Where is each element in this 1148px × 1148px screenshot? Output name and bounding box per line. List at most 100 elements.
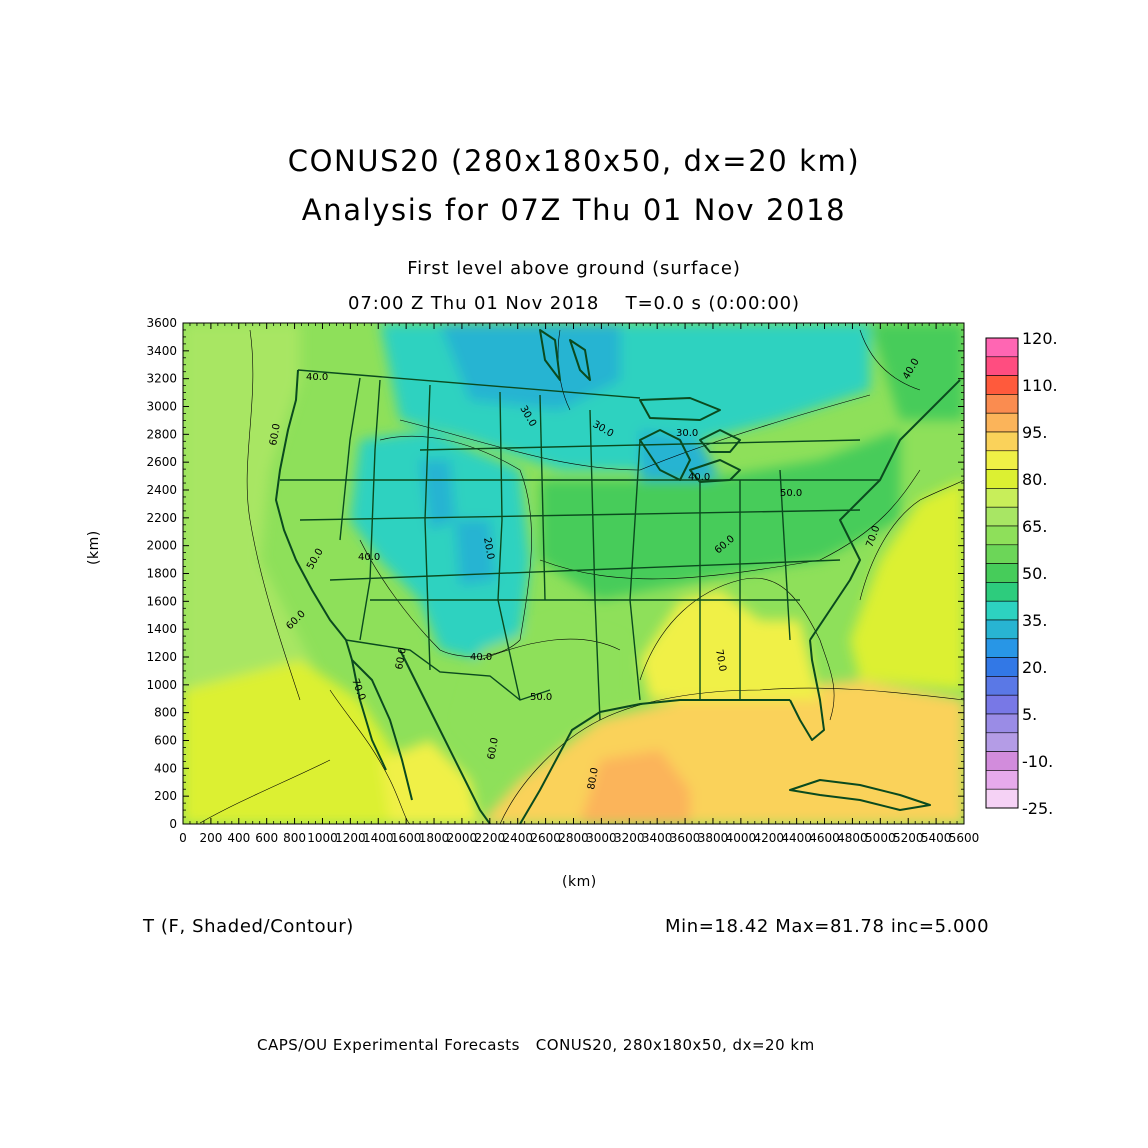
x-tick-label: 2600: [530, 831, 561, 845]
y-tick-label: 1600: [146, 594, 177, 608]
title-line-2: Analysis for 07Z Thu 01 Nov 2018: [301, 193, 847, 227]
contour-label: 80.0: [586, 767, 601, 791]
y-tick-label: 3600: [146, 316, 177, 330]
contour-label: 70.0: [713, 649, 728, 673]
x-tick-label: 4800: [837, 831, 868, 845]
y-tick-label: 1200: [146, 650, 177, 664]
x-tick-label: 3000: [586, 831, 617, 845]
colorbar-label: 65.: [1022, 517, 1047, 536]
x-tick-label: 4600: [809, 831, 840, 845]
temperature-contours: [199, 329, 964, 824]
colorbar-swatch: [985, 488, 1019, 508]
colorbar-swatch: [985, 638, 1019, 658]
colorbar-swatch: [985, 770, 1019, 790]
colorbar-swatch: [985, 412, 1019, 433]
colorbar-label: 110.: [1022, 376, 1058, 395]
colorbar-label: 50.: [1022, 564, 1047, 583]
colorbar-swatch: [985, 469, 1019, 489]
x-tick-label: 2800: [558, 831, 589, 845]
contour-label: 40.0: [688, 472, 710, 483]
y-tick-label: 2800: [146, 427, 177, 441]
contour-label: 60.0: [268, 423, 283, 447]
colorbar-swatch: [985, 732, 1019, 752]
contour-label: 60.0: [486, 737, 501, 761]
x-tick-label: 4200: [753, 831, 784, 845]
x-tick-label: 2000: [447, 831, 478, 845]
state-borders: [280, 369, 880, 721]
colorbar-swatch: [985, 600, 1019, 621]
y-tick-label: 400: [154, 761, 177, 775]
x-tick-label: 400: [227, 831, 250, 845]
y-tick-label: 800: [154, 706, 177, 720]
contour-label: 40.0: [358, 552, 380, 563]
colorbar-labels: 120. 110. 95. 80. 65. 50. 35. 20. 5. -10. -25.: [1022, 329, 1058, 818]
colorbar-label: -10.: [1022, 752, 1053, 771]
x-tick-label: 600: [255, 831, 278, 845]
x-tick-label: 5400: [921, 831, 952, 845]
contour-label: 50.0: [780, 488, 802, 499]
x-tick-label: 5200: [893, 831, 924, 845]
x-axis: 0 200 400 600 800 100012001400160018002000220…: [179, 323, 979, 845]
contour-label: 20.0: [481, 537, 496, 561]
colorbar-swatch: [985, 450, 1019, 470]
contour-label: 40.0: [470, 652, 492, 663]
y-axis-label: (km): [86, 530, 102, 565]
x-tick-label: 3600: [670, 831, 701, 845]
title-line-1: CONUS20 (280x180x50, dx=20 km): [287, 144, 861, 178]
colorbar-swatch: [985, 694, 1019, 715]
y-tick-label: 3400: [146, 344, 177, 358]
colorbar-swatch: [985, 375, 1019, 395]
colorbar-swatch: [985, 676, 1019, 696]
contour-label: 40.0: [306, 372, 328, 383]
colorbar-swatch: [985, 337, 1019, 358]
x-axis-label: (km): [562, 874, 597, 890]
temperature-shading: [183, 323, 964, 824]
y-tick-label: 2400: [146, 483, 177, 497]
y-tick-label: 600: [154, 734, 177, 748]
y-tick-label: 2600: [146, 455, 177, 469]
colorbar-label: -25.: [1022, 799, 1053, 818]
variable-label: T (F, Shaded/Contour): [143, 916, 354, 937]
x-tick-label: 2400: [502, 831, 533, 845]
x-tick-label: 3800: [698, 831, 729, 845]
colorbar-label: 35.: [1022, 611, 1047, 630]
colorbar-swatch: [985, 619, 1019, 640]
colorbar-swatch: [985, 582, 1019, 602]
y-tick-label: 2200: [146, 511, 177, 525]
x-tick-label: 1200: [335, 831, 366, 845]
colorbar-label: 120.: [1022, 329, 1058, 348]
x-tick-label: 1000: [307, 831, 338, 845]
y-tick-label: 3000: [146, 400, 177, 414]
x-tick-label: 4400: [781, 831, 812, 845]
y-tick-label: 200: [154, 789, 177, 803]
colorbar-swatch: [985, 563, 1019, 583]
x-tick-label: 200: [199, 831, 222, 845]
colorbar-swatch: [985, 751, 1019, 771]
x-tick-label: 5000: [865, 831, 896, 845]
field-stats: Min=18.42 Max=81.78 inc=5.000: [665, 916, 990, 937]
x-tick-label: 800: [283, 831, 306, 845]
colorbar-swatch: [985, 713, 1019, 734]
x-tick-label: 3400: [642, 831, 673, 845]
contour-label: 50.0: [530, 692, 552, 703]
colorbar-swatch: [985, 788, 1019, 809]
contour-label: 30.0: [676, 428, 698, 439]
y-tick-label: 1800: [146, 567, 177, 581]
contour-label: 60.0: [394, 647, 409, 671]
y-axis: 0 200 400 600 800 1000 1200 1400 1600 1800 2000 220…: [146, 316, 964, 831]
colorbar-swatch: [985, 657, 1019, 677]
colorbar-swatch: [985, 525, 1019, 546]
colorbar-swatch: [985, 356, 1019, 376]
colorbar-swatch: [985, 394, 1019, 414]
colorbar-label: 95.: [1022, 423, 1047, 442]
x-tick-label: 5600: [949, 831, 980, 845]
colorbar-swatch: [985, 431, 1019, 452]
x-tick-label: 1800: [419, 831, 450, 845]
level-label: First level above ground (surface): [407, 258, 741, 279]
colorbar: [985, 337, 1019, 809]
colorbar-label: 5.: [1022, 705, 1037, 724]
time-label: 07:00 Z Thu 01 Nov 2018 T=0.0 s (0:00:00…: [348, 293, 800, 314]
x-tick-label: 4000: [726, 831, 757, 845]
colorbar-label: 80.: [1022, 470, 1047, 489]
